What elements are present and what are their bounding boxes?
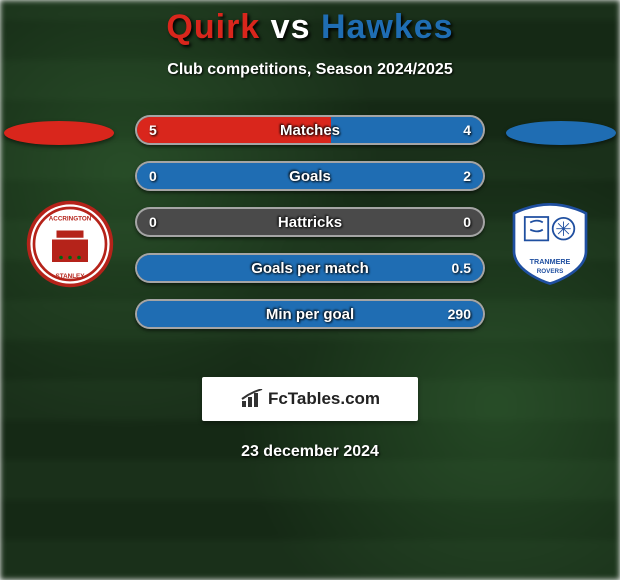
- stat-bars: 54Matches 02Goals 00Hattricks 0.5Goals per …: [135, 115, 485, 329]
- player2-ellipse: [506, 121, 616, 145]
- svg-text:TRANMERE: TRANMERE: [530, 257, 571, 266]
- stat-bar: 54Matches: [135, 115, 485, 145]
- tranmere-rovers-badge-icon: TRANMERE ROVERS: [500, 199, 600, 289]
- accrington-stanley-badge-icon: ACCRINGTON STANLEY: [20, 199, 120, 289]
- brand-text: FcTables.com: [268, 389, 380, 409]
- content-wrapper: Quirk vs Hawkes Club competitions, Seaso…: [0, 0, 620, 580]
- stat-bar: 290Min per goal: [135, 299, 485, 329]
- main-area: ACCRINGTON STANLEY TRANMERE ROVERS 54Mat…: [0, 115, 620, 355]
- svg-text:ROVERS: ROVERS: [537, 268, 564, 275]
- comparison-title: Quirk vs Hawkes: [0, 8, 620, 47]
- date-text: 23 december 2024: [0, 443, 620, 461]
- stat-label: Goals: [137, 163, 483, 189]
- svg-text:ACCRINGTON: ACCRINGTON: [49, 216, 92, 223]
- vs-text: vs: [271, 8, 311, 46]
- fctables-logo-icon: [240, 389, 264, 409]
- player2-name: Hawkes: [321, 8, 454, 46]
- stat-label: Hattricks: [137, 209, 483, 235]
- stat-bar: 0.5Goals per match: [135, 253, 485, 283]
- subtitle: Club competitions, Season 2024/2025: [0, 61, 620, 79]
- player2-crest: TRANMERE ROVERS: [500, 199, 600, 289]
- stat-bar: 00Hattricks: [135, 207, 485, 237]
- player1-ellipse: [4, 121, 114, 145]
- player1-crest: ACCRINGTON STANLEY: [20, 199, 120, 289]
- stat-label: Min per goal: [137, 301, 483, 327]
- stat-bar: 02Goals: [135, 161, 485, 191]
- svg-text:STANLEY: STANLEY: [56, 273, 86, 280]
- stat-label: Goals per match: [137, 255, 483, 281]
- stat-label: Matches: [137, 117, 483, 143]
- brand-box: FcTables.com: [202, 377, 418, 421]
- player1-name: Quirk: [166, 8, 260, 46]
